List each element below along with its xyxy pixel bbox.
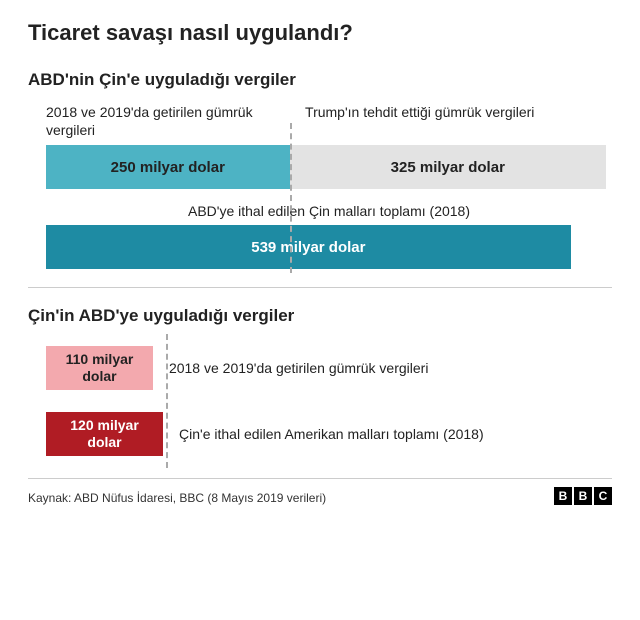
section1-split-labels: 2018 ve 2019'da getirilen gümrük vergile… — [28, 104, 612, 139]
section1-divider-dash — [290, 123, 292, 273]
section1-left-segment: 250 milyar dolar — [46, 145, 290, 189]
footer: Kaynak: ABD Nüfus İdaresi, BBC (8 Mayıs … — [28, 478, 612, 505]
section1-split-bar: 250 milyar dolar 325 milyar dolar — [46, 145, 606, 189]
section1-right-label: Trump'ın tehdit ettiği gümrük vergileri — [295, 104, 612, 139]
bbc-logo-b2: B — [574, 487, 592, 505]
section-divider — [28, 287, 612, 288]
section1-total-label: ABD'ye ithal edilen Çin malları toplamı … — [46, 203, 612, 219]
section2-bar-1: 120 milyar dolar — [46, 412, 163, 456]
section2-heading: Çin'in ABD'ye uyguladığı vergiler — [28, 306, 612, 326]
bbc-logo-c: C — [594, 487, 612, 505]
section2-desc-1: Çin'e ithal edilen Amerikan malları topl… — [179, 425, 484, 443]
section2-desc-0: 2018 ve 2019'da getirilen gümrük vergile… — [169, 359, 429, 377]
bbc-logo-b1: B — [554, 487, 572, 505]
section2-divider-dash — [166, 334, 168, 468]
section1-left-label: 2018 ve 2019'da getirilen gümrük vergile… — [46, 104, 295, 139]
section1-heading: ABD'nin Çin'e uyguladığı vergiler — [28, 70, 612, 90]
section1-right-segment: 325 milyar dolar — [290, 145, 606, 189]
section1-total-bar: 539 milyar dolar — [46, 225, 571, 269]
page-title: Ticaret savaşı nasıl uygulandı? — [28, 20, 612, 46]
bbc-logo: B B C — [554, 487, 612, 505]
section1-bar-container: 250 milyar dolar 325 milyar dolar ABD'ye… — [28, 145, 612, 269]
section2-row-1: 120 milyar dolar Çin'e ithal edilen Amer… — [28, 412, 612, 456]
section-china-on-us: Çin'in ABD'ye uyguladığı vergiler 110 mi… — [28, 306, 612, 456]
section2-bar-0: 110 milyar dolar — [46, 346, 153, 390]
section2-row-0: 110 milyar dolar 2018 ve 2019'da getiril… — [28, 346, 612, 390]
source-text: Kaynak: ABD Nüfus İdaresi, BBC (8 Mayıs … — [28, 491, 326, 505]
section-us-on-china: ABD'nin Çin'e uyguladığı vergiler 2018 v… — [28, 70, 612, 269]
